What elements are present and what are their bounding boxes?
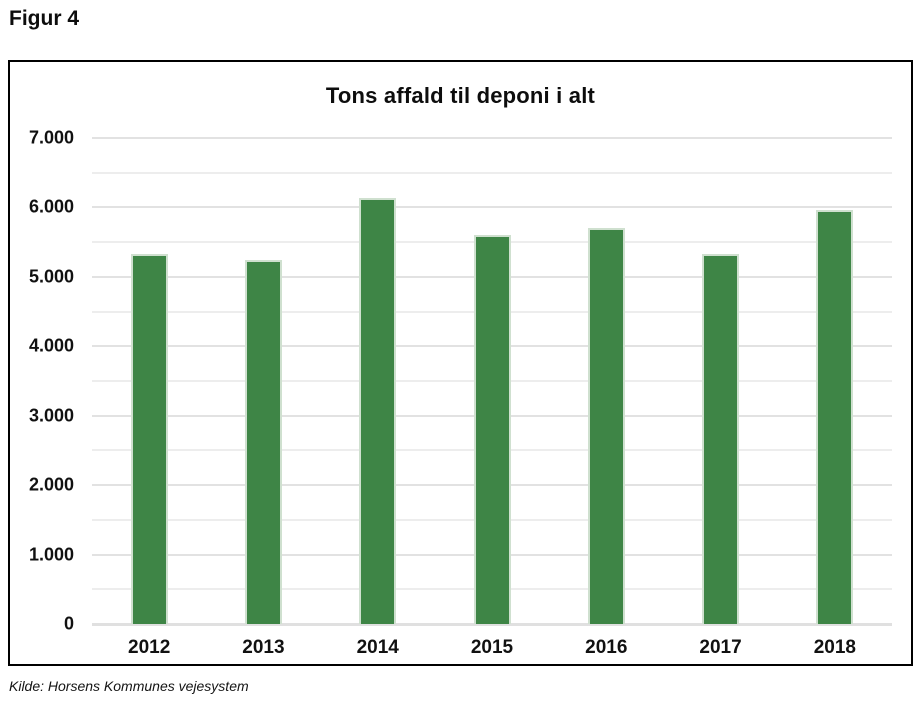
chart-title: Tons affald til deponi i alt: [325, 83, 596, 108]
x-axis-tick-label: 2015: [470, 637, 514, 658]
y-axis-tick-label: 3.000: [28, 405, 74, 426]
bar-2017: [702, 253, 740, 624]
y-axis-tick-label: 4.000: [28, 335, 74, 356]
chart-box: Tons affald til deponi i alt 0 1.000 2.000…: [8, 60, 913, 666]
gridline-minor: [92, 171, 892, 174]
x-axis-tick-label: 2017: [699, 637, 742, 658]
bar-2014: [359, 197, 397, 624]
y-axis-tick-label: 1.000: [28, 544, 74, 565]
x-axis-line: [92, 623, 892, 626]
y-axis-tick-label: 7.000: [28, 127, 74, 148]
bar-2013: [244, 259, 282, 624]
x-axis-tick-label: 2018: [813, 637, 856, 658]
bar-plot: 0 1.000 2.000 3.000 4.000 5.000 6.000 7.000 2012…: [29, 128, 892, 658]
x-axis-tick-label: 2012: [128, 637, 171, 658]
gridline-major: [92, 206, 892, 209]
bar-2018: [816, 209, 854, 624]
bar-2016: [587, 228, 625, 624]
gridline-major: [92, 137, 892, 139]
y-axis-tick-label: 5.000: [28, 266, 74, 287]
source-note: Kilde: Horsens Kommunes vejesystem: [9, 678, 249, 694]
x-axis-tick-label: 2016: [585, 637, 628, 658]
y-axis-tick-label: 2.000: [28, 474, 74, 495]
y-axis-tick-label: 0: [63, 613, 74, 634]
figure-label: Figur 4: [9, 7, 80, 30]
y-axis-tick-label: 6.000: [28, 196, 74, 217]
bar-2012: [130, 253, 168, 624]
x-axis-tick-label: 2013: [242, 637, 285, 658]
x-axis-tick-label: 2014: [356, 637, 399, 658]
bar-2015: [473, 234, 511, 624]
